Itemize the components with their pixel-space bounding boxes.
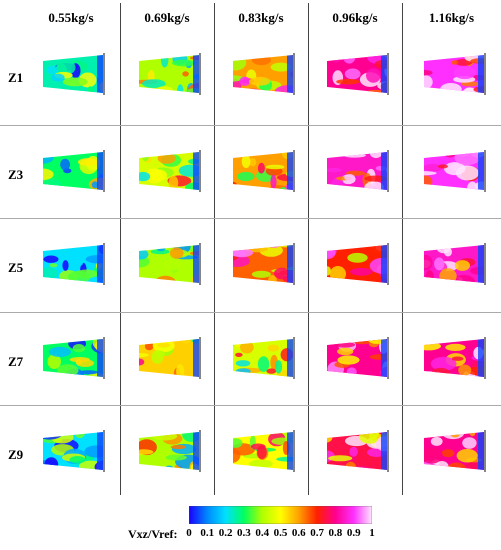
row-header: Z3 (8, 167, 24, 182)
column-divider (308, 3, 309, 495)
contour-plot (233, 242, 295, 285)
contour-plot (423, 336, 486, 379)
row-header: Z7 (8, 354, 24, 369)
contour-plot (327, 242, 389, 285)
row-divider (0, 405, 501, 406)
colorbar-tick-label: 0.5 (273, 527, 288, 539)
contour-plot (233, 52, 295, 95)
legend-label: Vxz/Vref: (128, 527, 178, 541)
row-header: Z9 (8, 447, 24, 462)
colorbar-tick-label: 0.4 (255, 527, 270, 539)
contour-plot (327, 336, 389, 379)
column-divider (402, 3, 403, 495)
contour-plot (327, 52, 389, 95)
column-divider (214, 3, 215, 495)
contour-plot (233, 429, 295, 472)
contour-plot (233, 149, 295, 192)
colorbar-tick-label: 0.3 (237, 527, 251, 539)
contour-plot (43, 242, 105, 285)
contour-plot (139, 52, 201, 95)
row-header: Z5 (8, 260, 24, 275)
colorbar-tick-label: 0.8 (328, 527, 343, 539)
column-header: 0.55kg/s (48, 10, 94, 25)
contour-plot (139, 242, 201, 285)
contour-plot (423, 242, 486, 285)
colorbar-tick-label: 0.9 (346, 527, 361, 539)
contour-plot (139, 429, 201, 472)
colorbar-tick-label: 0 (186, 527, 192, 539)
contour-plot (43, 336, 105, 379)
contour-plot (139, 336, 201, 379)
contour-plot (233, 336, 295, 379)
column-header: 0.96kg/s (332, 10, 378, 25)
contour-plot (139, 149, 201, 192)
colorbar-tick-label: 1 (369, 527, 375, 539)
contour-plot (423, 149, 486, 192)
contour-plot (327, 429, 389, 472)
colorbar-tick-label: 0.1 (200, 527, 215, 539)
contour-plot (43, 52, 105, 95)
contour-plot (43, 149, 105, 192)
contour-plot (43, 429, 105, 472)
row-header: Z1 (8, 70, 24, 85)
column-header: 0.69kg/s (144, 10, 190, 25)
contour-plot (423, 429, 486, 472)
row-divider (0, 218, 501, 219)
colorbar (189, 506, 372, 524)
colorbar-tick-label: 0.7 (310, 527, 324, 539)
column-divider (120, 3, 121, 495)
contour-plot (327, 149, 389, 192)
colorbar-tick-label: 0.2 (218, 527, 233, 539)
row-divider (0, 125, 501, 126)
column-header: 1.16kg/s (428, 10, 475, 25)
column-header: 0.83kg/s (238, 10, 284, 25)
colorbar-tick-label: 0.6 (291, 527, 306, 539)
row-divider (0, 312, 501, 313)
contour-plot (423, 52, 486, 95)
